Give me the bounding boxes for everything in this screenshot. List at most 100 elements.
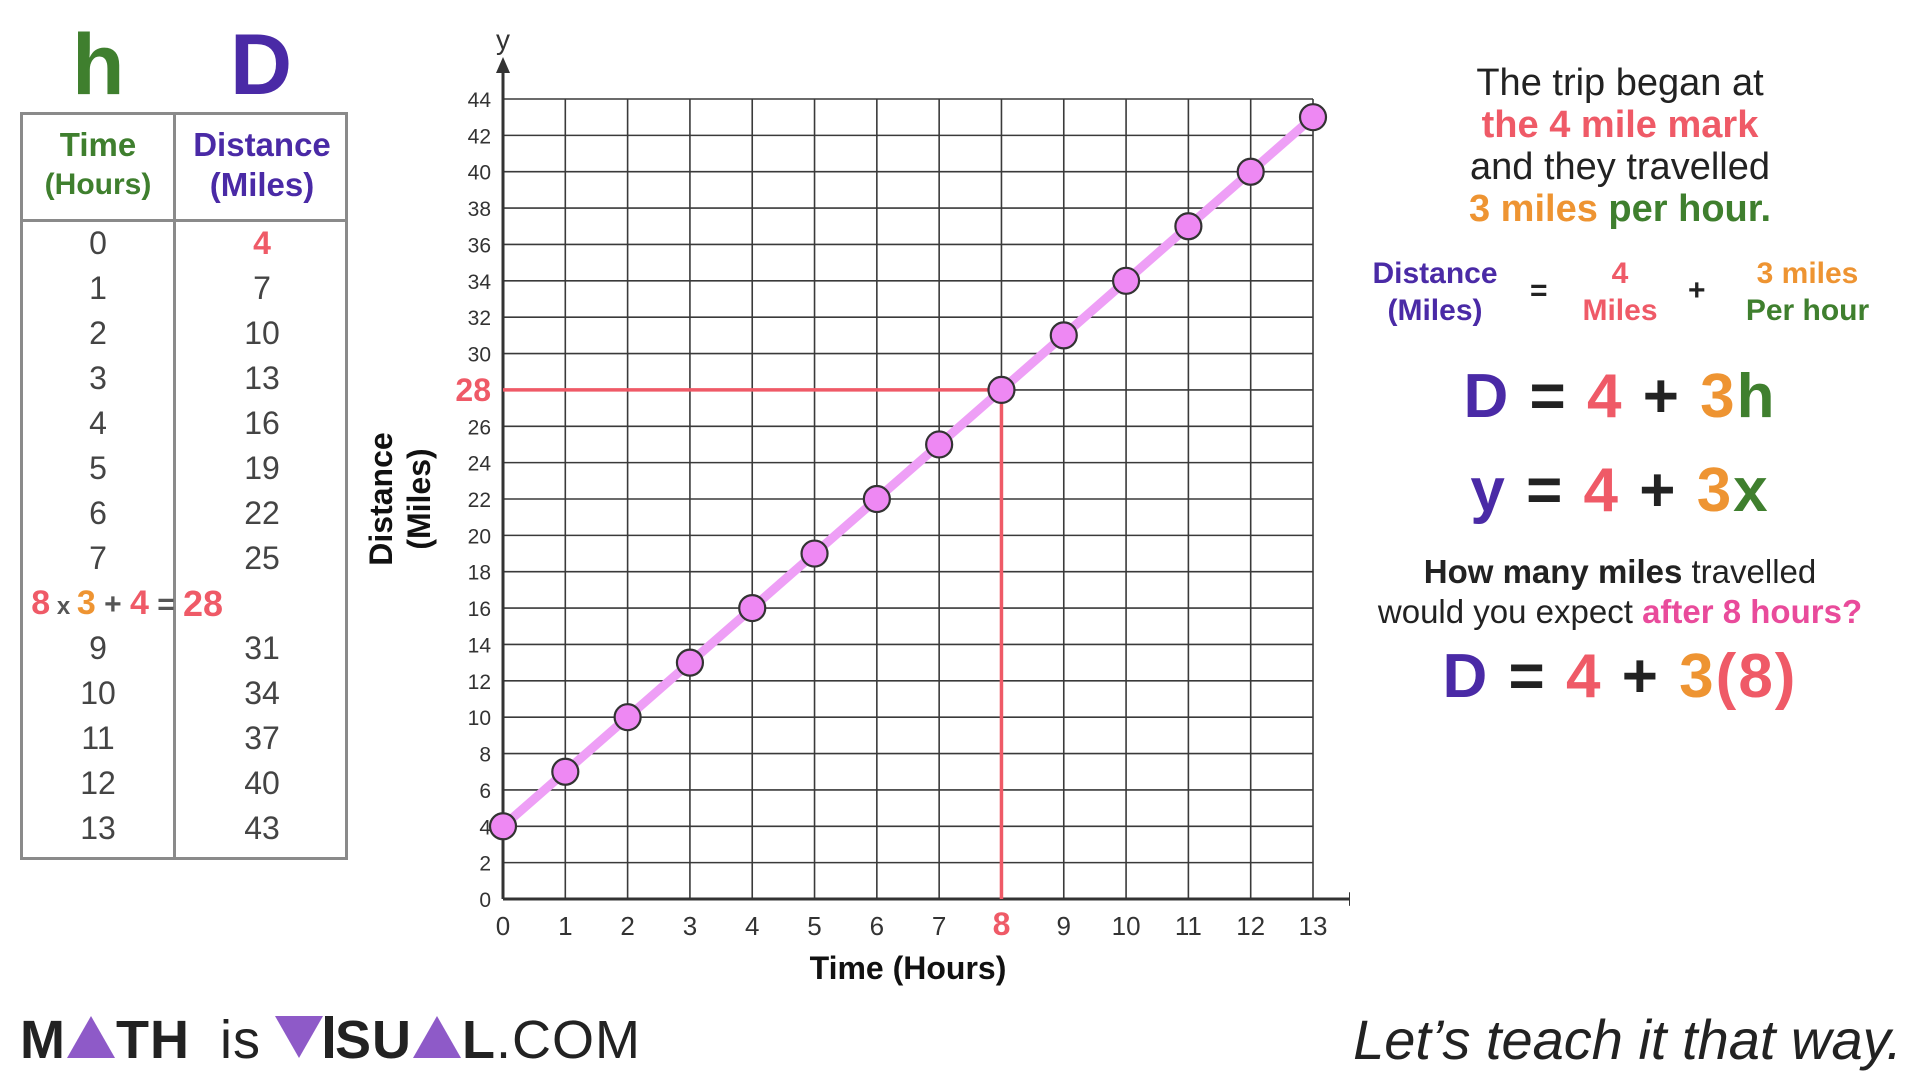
- cell-distance: 25: [244, 540, 280, 576]
- eq3-plus: +: [1621, 642, 1660, 711]
- table-row: 11 37: [23, 716, 345, 761]
- intro-line4: 3 miles per hour.: [1350, 188, 1890, 230]
- y-tick-label: 18: [468, 562, 491, 585]
- data-point: [488, 812, 518, 841]
- logo-com: .COM: [496, 1010, 641, 1070]
- eq2-y: y: [1470, 456, 1507, 525]
- table-row: 7 25: [23, 536, 345, 581]
- cell-time: 11: [81, 720, 115, 756]
- cell-time: 7: [89, 540, 107, 576]
- cell-time: 13: [80, 810, 116, 846]
- data-point: [800, 539, 829, 568]
- x-tick-label: 6: [870, 911, 884, 941]
- cell-distance: 40: [244, 765, 280, 801]
- table-row: 5 19: [23, 446, 345, 491]
- eq2-three: 3: [1696, 456, 1734, 525]
- cell-time: 3: [89, 360, 107, 396]
- x-tick-label: 13: [1299, 911, 1328, 941]
- question-bold: How many miles: [1423, 553, 1683, 590]
- word-equals: =: [1530, 274, 1548, 307]
- eq1-h: h: [1736, 362, 1777, 431]
- cell-time: 9: [89, 630, 107, 666]
- y-tick-label: 14: [468, 634, 492, 657]
- calc-part: 3: [76, 584, 96, 622]
- tagline: Let’s teach it that way.: [1353, 1008, 1902, 1071]
- word-distance-2: (Miles): [1387, 294, 1483, 327]
- cell-distance: 7: [253, 270, 271, 306]
- logo-th: TH: [115, 1010, 190, 1070]
- y-tick-label: 12: [468, 671, 491, 694]
- table-row: 13 43: [23, 806, 345, 851]
- calc-part: 8: [31, 584, 51, 622]
- data-point: [925, 430, 954, 459]
- calc-part: x: [50, 593, 77, 620]
- cell-distance: 13: [244, 360, 280, 396]
- cell-distance: 37: [244, 720, 280, 756]
- y-axis-letter: y: [496, 24, 510, 55]
- x-tick-label: 5: [807, 911, 821, 941]
- cell-distance: 34: [244, 675, 280, 711]
- explanation-panel: The trip began at the 4 mile mark and th…: [1350, 62, 1890, 712]
- table-row: 8 x 3 + 4 = 28: [23, 581, 345, 626]
- y-tick-label: 16: [468, 598, 491, 621]
- x-tick-label: 4: [745, 911, 759, 941]
- x-tick-label: 3: [683, 911, 697, 941]
- header-distance-line1: Distance: [193, 126, 331, 163]
- table-row: 6 22: [23, 491, 345, 536]
- eq3-close-paren: ): [1774, 642, 1798, 711]
- logo-m: M: [20, 1010, 66, 1070]
- question: How many miles travelled would you expec…: [1350, 552, 1890, 632]
- y-axis-title: Distance (Miles): [363, 432, 437, 565]
- data-point: [1236, 157, 1265, 186]
- header-time-line2: (Hours): [44, 168, 152, 201]
- word-equation: Distance (Miles) = 4 Miles + 3 miles Per…: [1350, 250, 1890, 350]
- x-tick-label: 1: [558, 911, 572, 941]
- logo-triangle-a2: [413, 1016, 461, 1058]
- data-point: [1111, 266, 1141, 295]
- data-table: Time (Hours) Distance (Miles) 0 4 1 7 2 10 3 13…: [20, 112, 348, 860]
- header-distance: Distance (Miles): [176, 125, 348, 205]
- table-divider: [173, 115, 176, 857]
- site-logo: M TH is SU L.COM: [20, 1010, 641, 1070]
- eq3-equals: =: [1508, 642, 1547, 711]
- y-tick-label: 34: [468, 271, 492, 294]
- cell-time: 12: [80, 765, 116, 801]
- x-axis-arrow: [1349, 892, 1350, 906]
- y-axis-title-line2: (Miles): [401, 448, 437, 549]
- y-axis-arrow: [496, 57, 510, 73]
- y-tick-label: 20: [468, 525, 491, 548]
- equation-dh: D = 4 + 3h: [1350, 362, 1890, 432]
- word-distance: Distance (Miles): [1350, 255, 1520, 329]
- equation-substituted: D = 4 + 3(8): [1350, 642, 1890, 712]
- cell-distance: 31: [244, 630, 280, 666]
- word-distance-1: Distance: [1372, 257, 1498, 290]
- data-point: [613, 703, 642, 732]
- y-tick-label: 4: [479, 816, 491, 839]
- cell-time: 8 x 3 + 4 =: [23, 581, 183, 629]
- cell-time: 1: [89, 270, 107, 306]
- x-axis-title: Time (Hours): [810, 950, 1007, 986]
- logo-l: L: [462, 1010, 496, 1070]
- data-point: [738, 593, 767, 623]
- x-tick-label: 11: [1175, 911, 1202, 941]
- header-distance-line2: (Miles): [209, 166, 315, 203]
- cell-distance: 16: [244, 405, 280, 441]
- calc-part: =: [148, 588, 175, 621]
- eq1-equals: =: [1529, 362, 1568, 431]
- variable-h: h: [72, 17, 125, 113]
- data-point: [1174, 212, 1203, 241]
- eq1-four: 4: [1586, 362, 1624, 431]
- header-time: Time (Hours): [23, 125, 173, 205]
- cell-distance: 28: [183, 583, 224, 624]
- eq1-d: D: [1463, 362, 1511, 431]
- x-tick-label: 0: [496, 911, 510, 941]
- word-rate-1: 3 miles: [1756, 257, 1859, 290]
- logo-triangle-v: [274, 1016, 323, 1058]
- x-tick-label: 12: [1236, 911, 1265, 941]
- data-point: [1298, 103, 1328, 132]
- y-tick-label: 30: [468, 344, 491, 367]
- data-point: [987, 375, 1016, 405]
- y-tick-label: 38: [468, 198, 491, 221]
